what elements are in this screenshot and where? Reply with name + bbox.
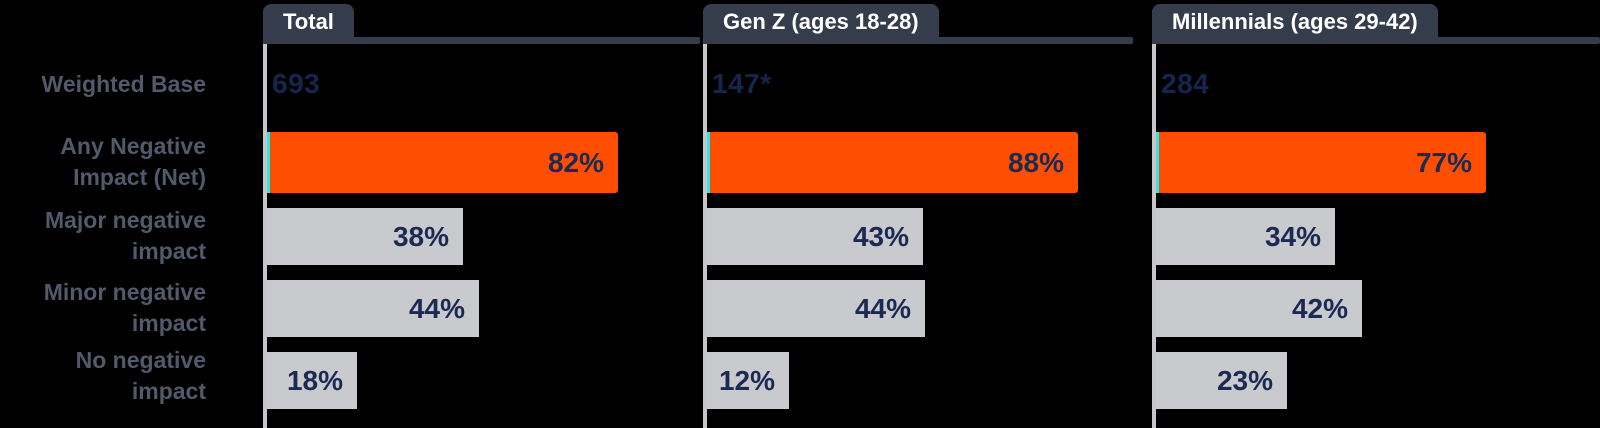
weighted-base-value-gen-z: 147* xyxy=(712,68,772,99)
header-underline xyxy=(703,37,1133,44)
tab-millennials: Millennials (ages 29-42) xyxy=(1152,4,1438,40)
tab-gen-z: Gen Z (ages 18-28) xyxy=(703,4,939,40)
bar-value-label: 44% xyxy=(854,292,911,324)
bar-value-label: 44% xyxy=(408,292,465,324)
bar-value-label: 12% xyxy=(718,364,775,396)
bar-millennials-any-negative-impact: 77% xyxy=(1156,132,1486,193)
tab-label: Millennials (ages 29-42) xyxy=(1172,9,1418,34)
bar-total-no-negative-impact: 18% xyxy=(267,352,357,409)
bar-gen-z-major-negative-impact: 43% xyxy=(707,208,923,265)
bar-value-label: 34% xyxy=(1264,220,1321,252)
bar-value-label: 18% xyxy=(286,364,343,396)
column-total: Total 693 82% 38% 44% 18% xyxy=(263,0,700,428)
column-gen-z: Gen Z (ages 18-28) 147* 88% 43% 44% 12% xyxy=(703,0,1133,428)
bar-value-label: 77% xyxy=(1415,146,1472,178)
bar-total-minor-negative-impact: 44% xyxy=(267,280,479,337)
tab-total: Total xyxy=(263,4,354,40)
row-label-line: Impact (Net) xyxy=(73,164,206,190)
bar-value-label: 42% xyxy=(1291,292,1348,324)
row-label-line: Weighted Base xyxy=(41,70,206,97)
column-millennials: Millennials (ages 29-42) 284 77% 34% 42%… xyxy=(1152,0,1600,428)
bar-total-any-negative-impact: 82% xyxy=(267,132,618,193)
row-label-no-negative-impact: No negative impact xyxy=(0,347,206,404)
axis-line xyxy=(263,42,267,428)
row-label-line: Major negative xyxy=(44,207,206,233)
row-label-line: Any Negative xyxy=(60,133,206,159)
row-label-major-negative-impact: Major negative impact xyxy=(0,204,206,268)
bar-value-label: 38% xyxy=(392,220,449,252)
row-label-column: Weighted Base Any Negative Impact (Net) … xyxy=(0,0,206,428)
row-label-line: impact xyxy=(131,238,206,264)
weighted-base-value-total: 693 xyxy=(272,68,321,99)
header-underline xyxy=(1152,37,1600,44)
weighted-base-value-millennials: 284 xyxy=(1161,68,1210,99)
bar-total-major-negative-impact: 38% xyxy=(267,208,463,265)
bar-millennials-minor-negative-impact: 42% xyxy=(1156,280,1362,337)
bar-gen-z-minor-negative-impact: 44% xyxy=(707,280,925,337)
bar-value-label: 88% xyxy=(1007,146,1064,178)
bar-value-label: 23% xyxy=(1216,364,1273,396)
bar-gen-z-any-negative-impact: 88% xyxy=(707,132,1078,193)
row-label-any-negative-impact: Any Negative Impact (Net) xyxy=(0,130,206,194)
row-label-minor-negative-impact: Minor negative impact xyxy=(0,276,206,340)
bar-value-label: 82% xyxy=(547,146,604,178)
bar-gen-z-no-negative-impact: 12% xyxy=(707,352,789,409)
bar-millennials-no-negative-impact: 23% xyxy=(1156,352,1287,409)
row-label-weighted-base: Weighted Base xyxy=(0,64,206,104)
tab-label: Gen Z (ages 18-28) xyxy=(723,9,919,34)
bar-value-label: 43% xyxy=(852,220,909,252)
row-label-line: No negative impact xyxy=(75,347,206,404)
axis-line xyxy=(1152,42,1156,428)
tab-label: Total xyxy=(283,9,334,34)
bar-millennials-major-negative-impact: 34% xyxy=(1156,208,1335,265)
axis-line xyxy=(703,42,707,428)
header-underline xyxy=(263,37,700,44)
row-label-line: impact xyxy=(131,310,206,336)
row-label-line: Minor negative xyxy=(43,279,206,305)
